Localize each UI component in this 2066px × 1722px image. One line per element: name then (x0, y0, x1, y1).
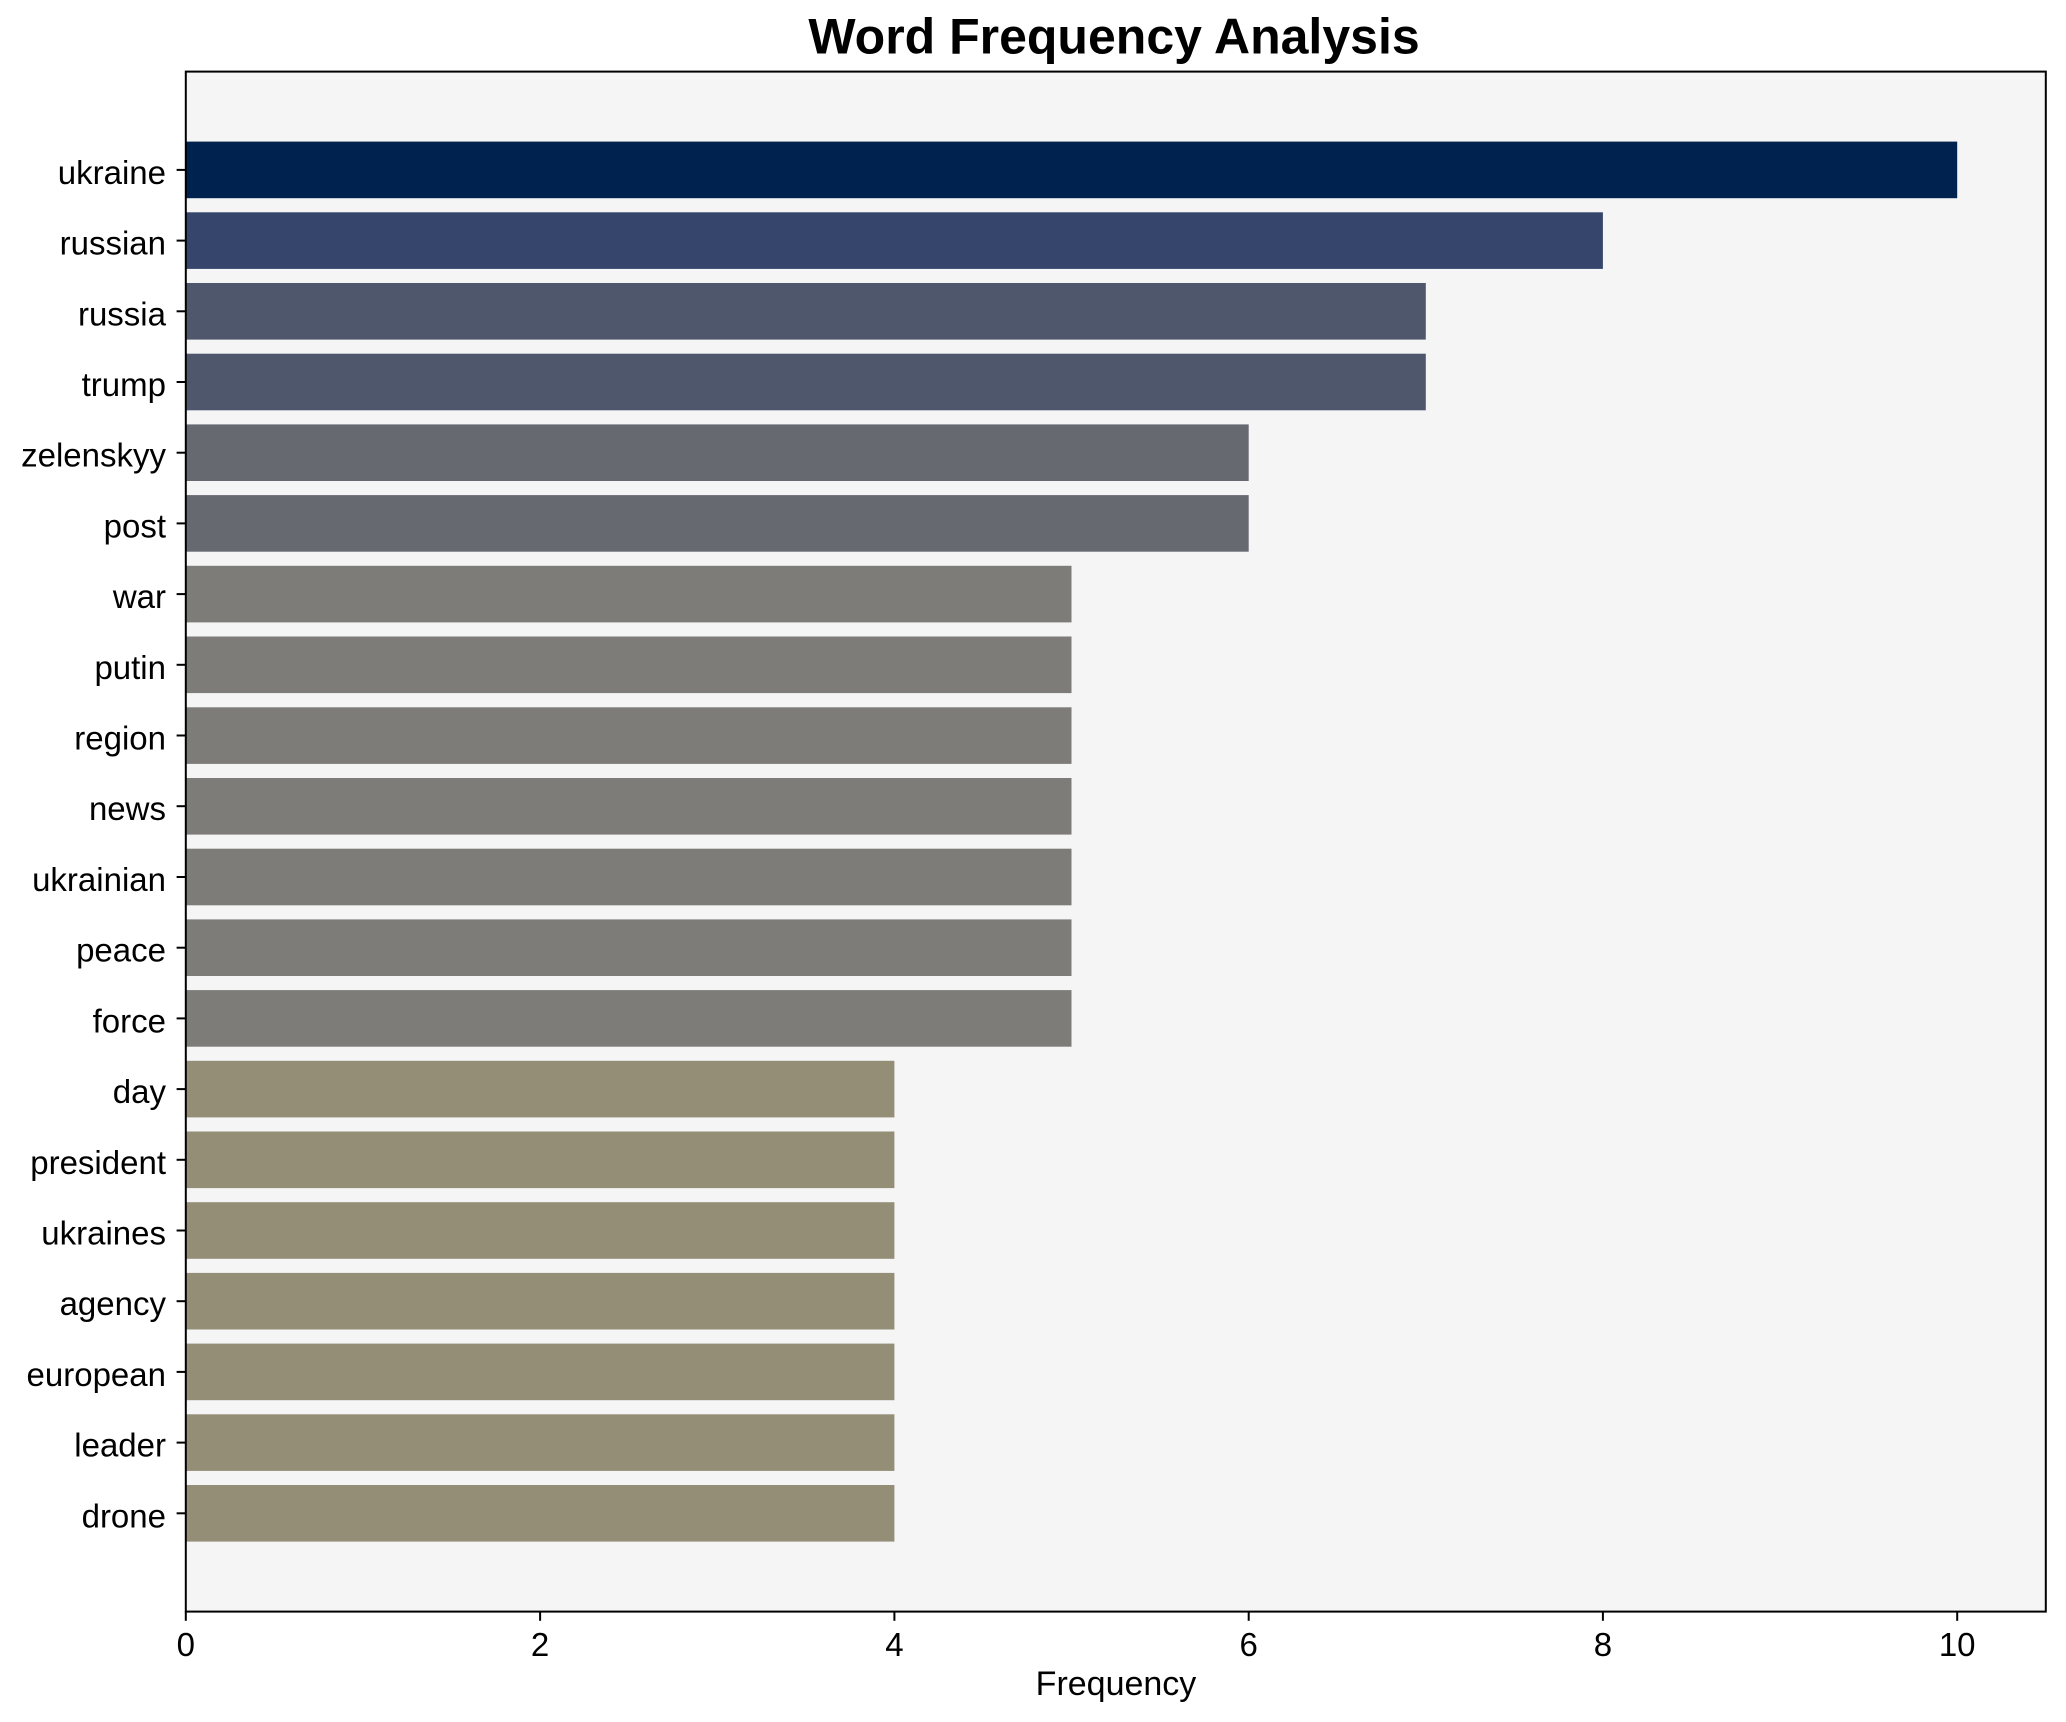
svg-text:post: post (104, 507, 166, 544)
svg-text:4: 4 (885, 1626, 903, 1663)
svg-text:region: region (74, 720, 166, 757)
svg-text:day: day (113, 1073, 167, 1110)
svg-text:russian: russian (60, 225, 166, 262)
svg-text:2: 2 (531, 1626, 549, 1663)
svg-text:drone: drone (82, 1497, 166, 1534)
svg-text:news: news (89, 790, 166, 827)
svg-text:8: 8 (1594, 1626, 1612, 1663)
svg-text:ukrainian: ukrainian (32, 861, 166, 898)
svg-text:ukraines: ukraines (41, 1215, 166, 1252)
svg-text:Word Frequency Analysis: Word Frequency Analysis (808, 9, 1419, 65)
svg-text:russia: russia (78, 295, 167, 332)
svg-text:zelenskyy: zelenskyy (21, 437, 166, 474)
svg-text:Frequency: Frequency (1036, 1665, 1197, 1703)
svg-text:peace: peace (76, 932, 166, 969)
svg-text:10: 10 (1939, 1626, 1976, 1663)
svg-text:putin: putin (94, 649, 166, 686)
svg-text:ukraine: ukraine (58, 154, 166, 191)
svg-text:war: war (112, 578, 166, 615)
svg-text:leader: leader (74, 1427, 166, 1464)
svg-text:european: european (27, 1356, 166, 1393)
svg-text:president: president (30, 1144, 166, 1181)
svg-text:trump: trump (82, 366, 166, 403)
svg-text:force: force (93, 1002, 166, 1039)
svg-text:0: 0 (177, 1626, 195, 1663)
svg-text:6: 6 (1240, 1626, 1258, 1663)
svg-text:agency: agency (60, 1285, 167, 1322)
